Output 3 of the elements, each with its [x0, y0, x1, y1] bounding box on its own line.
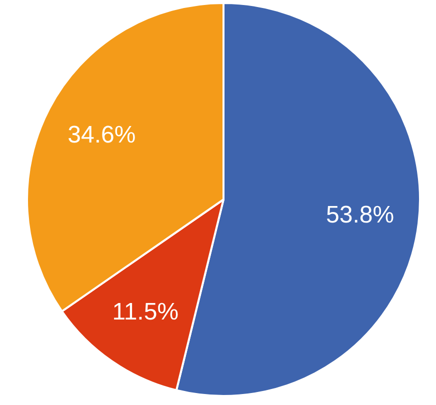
data-label: 53.8% [326, 202, 394, 229]
data-label: 34.6% [68, 121, 136, 148]
data-label: 11.5% [112, 298, 179, 326]
